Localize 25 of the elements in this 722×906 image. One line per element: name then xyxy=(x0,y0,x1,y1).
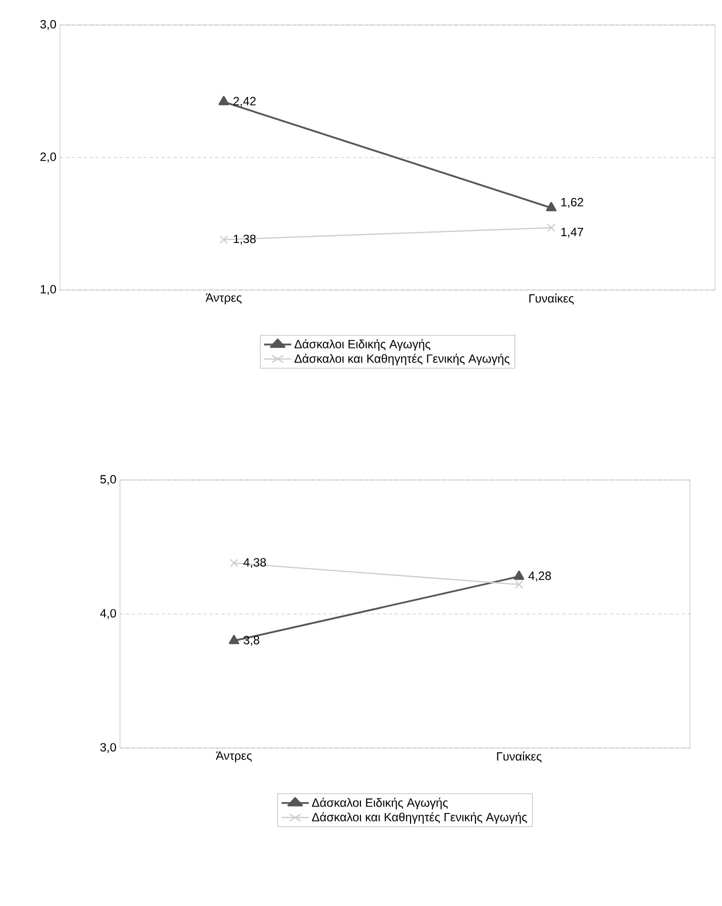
data-label: 2,42 xyxy=(234,96,256,107)
point xyxy=(547,224,556,232)
y-tick-label: 1,0 xyxy=(40,285,56,295)
y-tick-label: 2,0 xyxy=(40,152,56,162)
data-label: 1,38 xyxy=(234,234,256,245)
legend-label: Δάσκαλοι και Καθηγητές Γενικής Αγωγής xyxy=(294,354,510,366)
y-tick-label: 4,0 xyxy=(100,609,116,619)
point xyxy=(220,236,228,244)
y-tick-label: 3,0 xyxy=(40,20,56,30)
x-tick-label: Γυναίκες xyxy=(529,294,574,305)
point xyxy=(230,558,238,568)
data-label: 1,62 xyxy=(561,198,584,208)
y-tick-label: 3,0 xyxy=(100,743,116,753)
data-label: 4,28 xyxy=(528,572,551,582)
data-label: 1,47 xyxy=(561,228,584,238)
data-label: 4,38 xyxy=(243,558,266,568)
data-label: 3,8 xyxy=(244,636,260,646)
legend-label: Δάσκαλοι και Καθηγητές Γενικής Αγωγής xyxy=(312,812,527,824)
x-tick-label: Άντρες xyxy=(206,294,242,304)
legend-label: Δάσκαλοι Ειδικής Αγωγής xyxy=(312,798,448,810)
legend-label: Δάσκαλοι Ειδικής Αγωγής xyxy=(294,339,430,351)
x-tick-label: Γυναίκες xyxy=(497,752,542,763)
y-tick-label: 5,0 xyxy=(100,475,116,485)
point xyxy=(514,580,524,589)
x-tick-label: Άντρες xyxy=(216,752,252,762)
